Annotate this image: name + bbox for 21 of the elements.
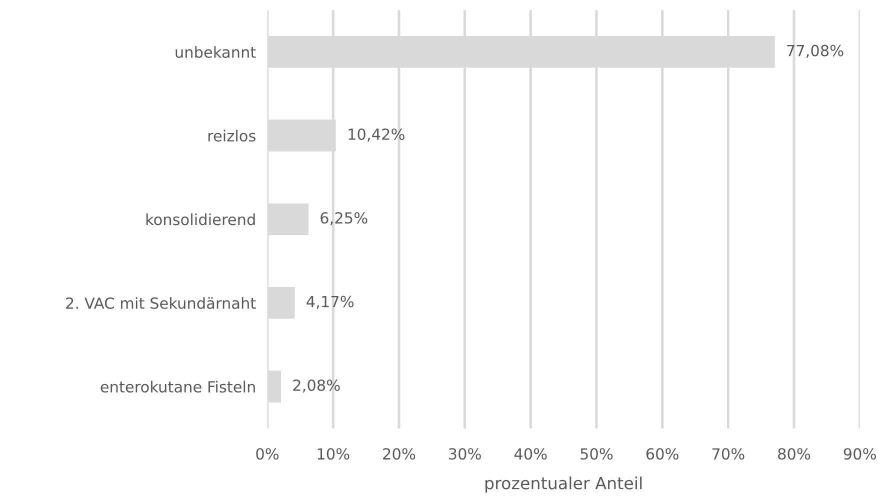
x-tick-label: 40%	[514, 448, 547, 460]
x-tick-label: 90%	[844, 448, 876, 460]
x-tick-label: 60%	[646, 448, 678, 460]
x-tick-label: 50%	[580, 448, 613, 460]
x-tick-label: 20%	[383, 448, 416, 460]
y-tick-label: enterokutane Fisteln	[100, 380, 255, 393]
y-tick-label: unbekannt	[176, 46, 256, 58]
x-tick-label: 70%	[712, 448, 744, 460]
data-label: 10,42%	[348, 128, 404, 142]
data-label: 77,08%	[787, 44, 844, 58]
x-tick-label: 30%	[448, 448, 481, 460]
y-tick-label: reizlos	[208, 130, 256, 142]
y-tick-label: 2. VAC mit Sekundärnaht	[66, 297, 256, 309]
y-tick-label: konsolidierend	[146, 213, 255, 226]
x-tick-label: 10%	[318, 448, 350, 460]
data-label: 6,25%	[320, 212, 368, 226]
x-tick-label: 0%	[256, 448, 279, 460]
x-tick-label: 80%	[778, 448, 810, 460]
x-axis-title: prozentualer Anteil	[485, 476, 642, 493]
data-label: 2,08%	[293, 379, 340, 393]
data-label: 4,17%	[306, 296, 354, 309]
